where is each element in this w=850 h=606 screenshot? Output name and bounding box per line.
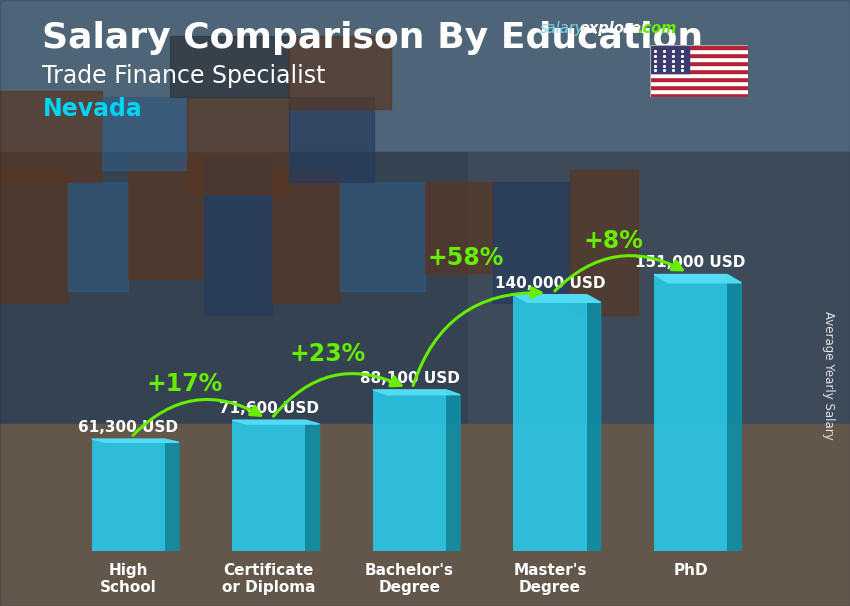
Bar (0, 170, 68, 303)
FancyBboxPatch shape (92, 439, 165, 551)
FancyBboxPatch shape (232, 420, 305, 551)
Bar (0, 152, 468, 424)
Bar (0, 424, 850, 606)
Bar (650, 50, 748, 53)
Bar (102, 97, 187, 170)
Polygon shape (446, 390, 460, 551)
Text: +58%: +58% (428, 246, 504, 270)
Bar (204, 158, 272, 315)
Text: Trade Finance Specialist: Trade Finance Specialist (42, 64, 326, 88)
Polygon shape (232, 420, 320, 424)
Bar (650, 77, 748, 81)
Text: 151,000 USD: 151,000 USD (636, 255, 745, 270)
Bar (468, 152, 850, 424)
Bar (650, 58, 748, 61)
Bar (425, 182, 493, 273)
Text: 61,300 USD: 61,300 USD (78, 420, 178, 435)
Bar (289, 36, 391, 109)
Bar (0, 0, 850, 333)
FancyBboxPatch shape (654, 275, 727, 551)
Polygon shape (373, 390, 460, 395)
Text: Average Yearly Salary: Average Yearly Salary (822, 311, 836, 440)
Bar (570, 170, 638, 315)
Text: +23%: +23% (290, 342, 366, 366)
Bar (493, 182, 570, 303)
Text: explorer: explorer (580, 21, 649, 36)
FancyBboxPatch shape (373, 390, 446, 551)
Text: .com: .com (638, 21, 677, 36)
Text: 88,100 USD: 88,100 USD (360, 371, 459, 386)
Bar (650, 45, 748, 50)
Text: +17%: +17% (146, 373, 223, 396)
Text: +8%: +8% (583, 228, 643, 253)
Bar (187, 97, 289, 194)
Text: salary: salary (540, 21, 584, 36)
Polygon shape (92, 439, 178, 442)
Text: Nevada: Nevada (42, 97, 142, 121)
Bar (0, 91, 102, 182)
Bar (650, 89, 748, 93)
Bar (289, 97, 374, 182)
Bar (68, 182, 128, 291)
Polygon shape (165, 439, 178, 551)
Bar (170, 36, 289, 97)
Bar (650, 85, 748, 89)
Bar (650, 61, 748, 65)
Polygon shape (727, 275, 741, 551)
Polygon shape (305, 420, 320, 551)
Bar (650, 93, 748, 97)
Polygon shape (586, 295, 601, 551)
Bar (650, 65, 748, 69)
Bar (650, 45, 689, 73)
Bar (272, 170, 340, 303)
Bar (340, 182, 425, 291)
Bar (650, 69, 748, 73)
Text: 71,600 USD: 71,600 USD (219, 401, 319, 416)
FancyBboxPatch shape (513, 295, 586, 551)
Polygon shape (654, 275, 741, 283)
Bar (128, 158, 204, 279)
Bar (650, 53, 748, 58)
Polygon shape (513, 295, 601, 302)
Bar (650, 81, 748, 85)
Text: Salary Comparison By Education: Salary Comparison By Education (42, 21, 704, 55)
Text: 140,000 USD: 140,000 USD (495, 276, 605, 290)
Bar (650, 73, 748, 77)
